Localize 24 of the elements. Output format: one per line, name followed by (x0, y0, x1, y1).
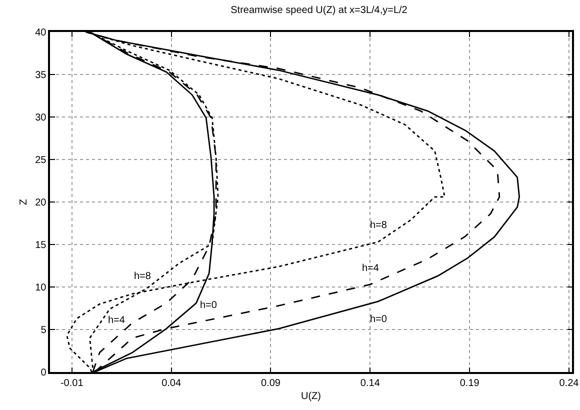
x-tick-label: 0.04 (162, 378, 182, 389)
series-label: h=8 (370, 220, 388, 231)
y-tick-label: 25 (35, 155, 47, 166)
y-tick-label: 15 (35, 240, 47, 251)
x-tick-label: 0.14 (360, 378, 380, 389)
y-tick-label: 5 (40, 325, 47, 336)
x-tick-label: 0.19 (460, 378, 480, 389)
series-label: h=4 (362, 263, 380, 274)
y-tick-label: 10 (35, 282, 47, 294)
series-label: h=8 (134, 271, 152, 282)
chart-title: Streamwise speed U(Z) at x=3L/4,y=L/2 (230, 5, 408, 16)
y-tick-label: 35 (35, 70, 47, 81)
y-axis-title: Z (18, 198, 30, 206)
y-tick-label: 40 (35, 28, 47, 38)
x-tick-label: 0.09 (260, 378, 281, 389)
series-label: h=4 (108, 315, 126, 326)
series-label: h=0 (200, 300, 218, 311)
x-tick-label: -0.01 (60, 378, 84, 389)
y-tick-label: 0 (40, 368, 47, 378)
series-label: h=0 (370, 314, 388, 325)
x-axis-title: U(Z) (301, 390, 321, 402)
x-tick-label: 0.24 (559, 378, 580, 389)
y-tick-label: 30 (35, 112, 47, 124)
y-tick-label: 20 (35, 198, 47, 208)
